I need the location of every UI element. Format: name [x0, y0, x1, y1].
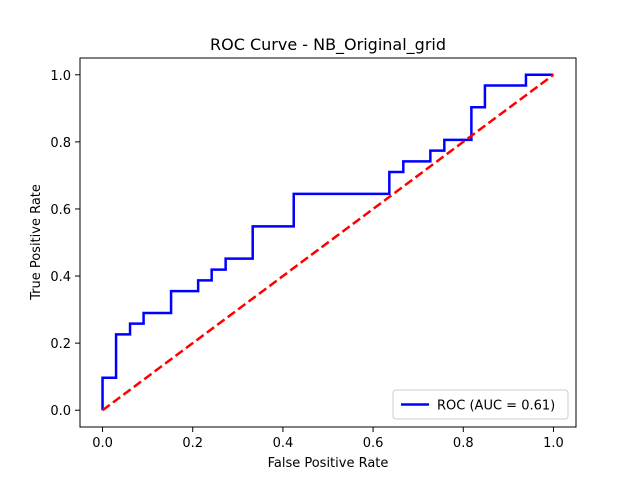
legend-label: ROC (AUC = 0.61): [437, 399, 555, 414]
y-tick-label: 0.0: [50, 404, 71, 419]
y-tick-label: 1.0: [50, 69, 71, 84]
x-tick-label: 0.6: [363, 436, 384, 451]
x-tick-label: 0.2: [182, 436, 203, 451]
legend-box: [392, 389, 569, 420]
y-tick-label: 0.4: [50, 270, 71, 285]
plot-area: 0.0 0.2 0.4 0.6 0.8 1.0 0.0 0.2 0.4 0.6 0.8 1.0 ROC …: [50, 57, 577, 451]
chance-diagonal-line: [101, 73, 555, 412]
legend: ROC (AUC = 0.61): [392, 389, 569, 420]
y-tick-label: 0.2: [50, 337, 71, 352]
x-tick-label: 0.8: [453, 436, 474, 451]
x-tick-label: 0.0: [92, 436, 113, 451]
chart-title: ROC Curve - NB_Original_grid: [210, 35, 446, 55]
y-tick-label: 0.8: [50, 136, 71, 151]
roc-curve-line: [101, 73, 554, 411]
x-axis-label: False Positive Rate: [268, 456, 389, 471]
x-tick-label: 0.4: [273, 436, 294, 451]
y-axis-label: True Positive Rate: [29, 184, 44, 301]
y-tick-label: 0.6: [50, 203, 71, 218]
x-tick-label: 1.0: [543, 436, 564, 451]
axes-frame: [79, 57, 577, 428]
